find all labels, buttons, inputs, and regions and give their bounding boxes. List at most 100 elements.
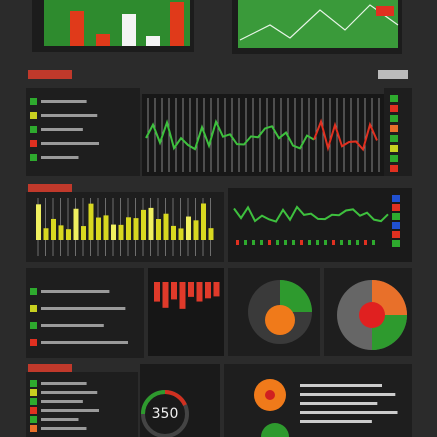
decor-line	[239, 4, 399, 41]
list-text	[41, 128, 83, 131]
panel	[26, 268, 144, 358]
decor-bar	[51, 218, 56, 240]
decor-tick	[324, 240, 327, 245]
section-tab	[28, 70, 72, 79]
decor-tick	[300, 240, 303, 245]
list-text	[41, 341, 129, 344]
donut-center	[359, 302, 385, 328]
decor-tick	[244, 240, 247, 245]
decor-bar	[36, 204, 41, 240]
decor-tick	[340, 240, 343, 245]
decor-bar	[58, 225, 64, 240]
decor-bar	[73, 208, 79, 240]
list-icon	[392, 195, 400, 202]
decor-bar	[141, 209, 146, 240]
decor-bar	[208, 228, 214, 240]
decor-bar	[179, 282, 186, 309]
decor-tick	[308, 240, 311, 245]
decor-bar	[146, 36, 160, 46]
list-icon	[30, 398, 37, 405]
decor-tick	[284, 240, 287, 245]
chart-area	[238, 0, 398, 48]
list-icon	[392, 204, 400, 211]
list-text	[41, 307, 126, 310]
decor-bar	[156, 218, 161, 240]
decor-bar	[196, 282, 203, 302]
decor-text	[300, 411, 398, 414]
list-text	[41, 156, 79, 159]
panel	[142, 94, 384, 176]
list-text	[41, 409, 100, 412]
decor-bar	[170, 2, 184, 46]
list-icon	[30, 389, 37, 396]
list-icon	[30, 140, 37, 147]
list-text	[41, 400, 83, 403]
list-text	[41, 418, 79, 421]
decor-bar	[126, 217, 131, 240]
chart-area	[44, 0, 190, 46]
gauge-arc	[141, 390, 166, 415]
list-icon	[390, 105, 398, 112]
list-text	[41, 391, 98, 394]
list-icon	[390, 125, 398, 132]
decor-tick	[252, 240, 255, 245]
list-icon	[30, 126, 37, 133]
list-icon	[390, 115, 398, 122]
decor-text	[300, 393, 396, 396]
decor-tick	[356, 240, 359, 245]
gauge-value: 350	[152, 406, 179, 422]
list-icon	[390, 165, 398, 172]
list-text	[41, 114, 98, 117]
list-icon	[30, 288, 37, 295]
decor-bar	[163, 213, 169, 240]
section-tab	[28, 184, 72, 193]
decor-tick	[292, 240, 295, 245]
list-icon	[30, 407, 37, 414]
decor-bar	[81, 226, 86, 240]
list-text	[41, 142, 100, 145]
decor-bar	[188, 282, 194, 297]
decor-tick	[276, 240, 279, 245]
decor-bar	[70, 11, 84, 46]
list-icon	[30, 416, 37, 423]
decor-tick	[348, 240, 351, 245]
panel	[228, 188, 412, 262]
list-icon	[390, 135, 398, 142]
list-icon	[390, 95, 398, 102]
decor-text	[300, 402, 378, 405]
list-icon	[392, 231, 400, 238]
decor-line	[313, 118, 378, 152]
panel	[148, 268, 224, 356]
decor-bar	[43, 228, 49, 240]
list-text	[41, 382, 87, 385]
panel	[224, 364, 412, 437]
decor-text	[300, 384, 382, 387]
list-icon	[30, 305, 37, 312]
list-icon	[30, 154, 37, 161]
decor-bar	[66, 229, 71, 240]
donut-center	[265, 305, 295, 335]
gauge-arc	[164, 390, 187, 406]
icon	[265, 390, 275, 400]
list-icon	[30, 98, 37, 105]
list-icon	[30, 380, 37, 387]
list-icon	[30, 112, 37, 119]
decor-bar	[103, 215, 109, 240]
list-icon	[30, 425, 37, 432]
decor-bar	[133, 218, 139, 240]
decor-tick	[332, 240, 335, 245]
decor-bar	[162, 282, 169, 308]
section-tab	[28, 364, 72, 373]
decor-tick	[260, 240, 263, 245]
decor-bar	[186, 216, 191, 240]
decor-tick	[236, 240, 239, 245]
decor-line	[145, 118, 315, 151]
list-text	[41, 290, 110, 293]
decor-bar	[205, 282, 211, 299]
decor-bar	[154, 282, 160, 302]
list-text	[41, 324, 104, 327]
decor-tick	[316, 240, 319, 245]
section-tab	[378, 70, 408, 79]
